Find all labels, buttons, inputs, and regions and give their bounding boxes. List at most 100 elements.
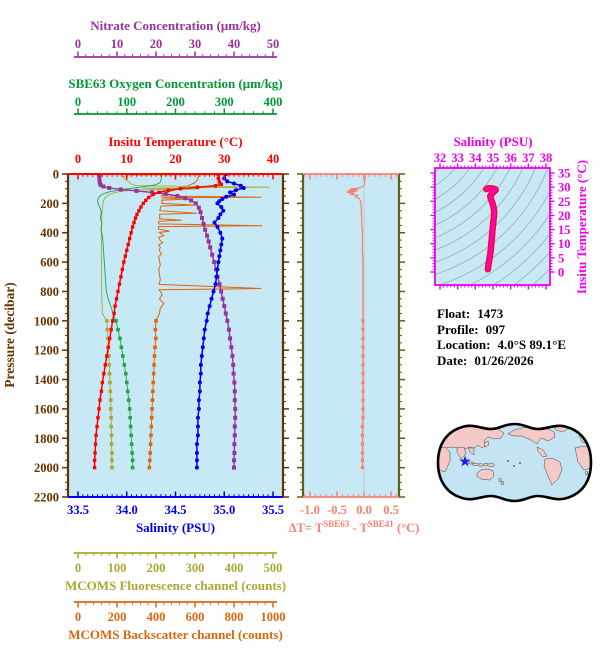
svg-text:200: 200 [166, 95, 185, 109]
svg-text:25: 25 [558, 195, 571, 209]
salinity-axis: 33.5 34.0 34.5 35.0 35.5 Salinity (PSU) [67, 491, 284, 535]
pressure-axis-title: Pressure (decibar) [2, 282, 17, 388]
float-info-line: Float: 1473 [437, 306, 597, 322]
pressure-axis-left: 0 200 400 600 800 1000 1200 1400 1600 1800 2000 220… [34, 168, 70, 505]
svg-text:37: 37 [522, 151, 535, 165]
svg-text:0: 0 [75, 152, 81, 166]
svg-text:33.5: 33.5 [67, 503, 89, 517]
backscatter-axis-title: MCOMS Backscatter channel (counts) [68, 627, 283, 642]
svg-text:1600: 1600 [34, 402, 59, 416]
world-map [436, 422, 593, 503]
svg-text:0.0: 0.0 [356, 503, 372, 517]
date-info-line: Date: 01/26/2026 [437, 353, 597, 369]
svg-text:600: 600 [186, 610, 205, 624]
temperature-axis: 0 10 20 30 40 Insitu Temperature (°C) [68, 134, 283, 180]
date-label: Date: [437, 352, 468, 368]
svg-text:20: 20 [558, 209, 571, 223]
svg-text:40: 40 [267, 152, 280, 166]
delta-t-axis-title: ΔT= TSBE63 - TSBE41 (°C) [289, 519, 420, 535]
location-label: Location: [437, 337, 491, 352]
svg-text:33: 33 [451, 151, 464, 165]
profile-label: Profile: [437, 321, 479, 337]
svg-text:100: 100 [108, 561, 127, 575]
svg-text:10: 10 [121, 152, 134, 166]
backscatter-profile [147, 174, 263, 470]
svg-text:1000: 1000 [34, 314, 59, 328]
svg-text:20: 20 [150, 37, 163, 51]
svg-text:30: 30 [189, 37, 202, 51]
svg-text:0.5: 0.5 [383, 503, 399, 517]
svg-text:400: 400 [147, 610, 166, 624]
float-info-panel: Float: 1473 Profile: 097 Location: 4.0°S 89… [437, 306, 597, 368]
svg-text:1800: 1800 [34, 432, 59, 446]
svg-text:10: 10 [111, 37, 124, 51]
svg-text:30: 30 [558, 181, 571, 195]
svg-text:200: 200 [40, 197, 59, 211]
svg-text:36: 36 [504, 151, 517, 165]
fluorescence-axis: 0 100 200 300 400 500 MCOMS Fluorescence chann… [65, 552, 286, 593]
svg-text:-0.5: -0.5 [327, 503, 347, 517]
oxygen-axis: 0 100 200 300 400 SBE63 Oxygen Concentration … [68, 76, 283, 115]
svg-text:0: 0 [75, 610, 81, 624]
oxygen-axis-title: SBE63 Oxygen Concentration (μm/kg) [68, 76, 282, 91]
svg-text:30: 30 [218, 152, 231, 166]
svg-text:200: 200 [147, 561, 166, 575]
delta-left-border [297, 173, 305, 498]
svg-text:0: 0 [558, 266, 564, 280]
svg-text:2200: 2200 [34, 491, 59, 505]
location-info-line: Location: 4.0°S 89.1°E [437, 337, 597, 353]
svg-text:100: 100 [117, 95, 136, 109]
svg-text:10: 10 [558, 237, 571, 251]
backscatter-profile-line [148, 174, 263, 468]
oxygen-profile [97, 174, 163, 470]
svg-text:-1.0: -1.0 [300, 503, 320, 517]
map-outline [436, 422, 593, 503]
svg-text:32: 32 [434, 151, 447, 165]
delta-t-panel-background [303, 174, 399, 497]
delta-right-border [397, 173, 405, 498]
temperature-profile [92, 174, 224, 470]
svg-text:300: 300 [215, 95, 234, 109]
ts-profile-line [484, 186, 498, 272]
svg-text:800: 800 [225, 610, 244, 624]
svg-text:0: 0 [75, 95, 81, 109]
ts-salinity-title: Salinity (PSU) [453, 134, 532, 149]
svg-text:2000: 2000 [34, 461, 59, 475]
profile-info-line: Profile: 097 [437, 322, 597, 338]
main-plot-background [68, 174, 283, 497]
nitrate-axis-title: Nitrate Concentration (μm/kg) [90, 18, 261, 33]
ts-temperature-title: Insitu Temperature (°C) [574, 160, 589, 294]
svg-text:34.0: 34.0 [116, 503, 138, 517]
svg-text:200: 200 [108, 610, 127, 624]
svg-text:0: 0 [75, 37, 81, 51]
svg-text:800: 800 [40, 285, 59, 299]
svg-text:300: 300 [186, 561, 205, 575]
oxygen-profile-line [97, 174, 163, 468]
svg-text:35.5: 35.5 [262, 503, 284, 517]
float-location-star [459, 455, 471, 467]
fluorescence-profile-line [100, 174, 270, 468]
svg-text:15: 15 [558, 223, 571, 237]
pressure-axis-right [281, 173, 289, 498]
float-value: 1473 [477, 306, 504, 321]
nitrate-axis: 0 10 20 30 40 50 Nitrate Concentration (μm/kg) [74, 18, 279, 58]
svg-text:0: 0 [75, 561, 81, 575]
float-label: Float: [437, 306, 471, 321]
svg-text:0: 0 [53, 168, 59, 182]
salinity-profile [194, 174, 246, 470]
nitrate-profile [97, 174, 238, 470]
svg-text:500: 500 [264, 561, 283, 575]
date-value: 01/26/2026 [474, 352, 534, 368]
location-value: 4.0°S 89.1°E [497, 337, 567, 352]
delta-t-panel: -1.0 -0.5 0.0 0.5 ΔT= TSBE63 - TSBE41 (°C) [289, 173, 420, 535]
svg-text:35: 35 [558, 167, 571, 181]
svg-text:1200: 1200 [34, 344, 59, 358]
svg-text:34.5: 34.5 [165, 503, 187, 517]
svg-text:600: 600 [40, 256, 59, 270]
svg-text:38: 38 [540, 151, 553, 165]
svg-text:5: 5 [558, 251, 564, 265]
svg-text:1000: 1000 [261, 610, 286, 624]
